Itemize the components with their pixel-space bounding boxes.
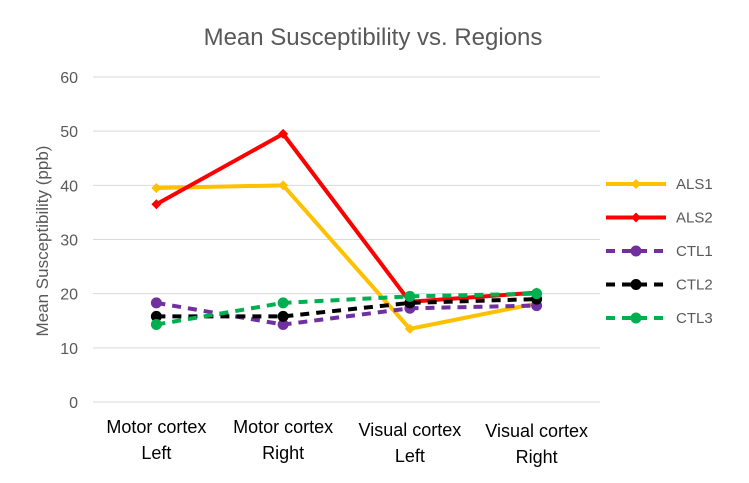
series-ctl3	[150, 288, 543, 331]
x-category-label: Visual cortex	[485, 421, 588, 441]
gridlines	[93, 76, 600, 403]
legend-marker	[630, 245, 642, 257]
legend-label: ALS2	[676, 210, 713, 227]
legend: ALS1 ALS2 CTL1 CTL2 CTL3	[606, 176, 713, 327]
data-point	[278, 128, 289, 139]
data-point	[151, 199, 162, 210]
data-point	[277, 319, 289, 331]
y-tick-label: 50	[60, 124, 78, 141]
chart-title: Mean Susceptibility vs. Regions	[204, 24, 543, 51]
y-tick-label: 60	[60, 70, 78, 87]
legend-marker	[630, 279, 642, 290]
legend-label: ALS1	[676, 176, 713, 193]
x-category-label: Motor cortex	[233, 417, 333, 437]
legend-marker	[630, 312, 642, 324]
y-tick-label: 20	[60, 287, 78, 304]
data-point	[278, 180, 289, 191]
y-axis-label: Mean Susceptibility (ppb)	[33, 146, 52, 337]
x-category-label: Left	[141, 443, 171, 463]
x-category-label: Left	[395, 446, 425, 466]
legend-item-ctl1: CTL1	[606, 243, 713, 260]
legend-label: CTL2	[676, 277, 713, 294]
legend-marker	[631, 179, 641, 189]
data-point	[151, 183, 162, 194]
x-axis-categories: Motor cortex Left Motor cortex Right Visual …	[106, 417, 588, 467]
data-point	[150, 319, 162, 331]
legend-marker	[631, 212, 641, 223]
legend-item-als1: ALS1	[606, 176, 713, 193]
series-line	[154, 183, 539, 331]
x-category-label: Right	[516, 447, 558, 467]
x-category-label: Right	[262, 443, 304, 463]
legend-item-als2: ALS2	[606, 210, 713, 227]
legend-label: CTL1	[676, 243, 713, 260]
y-tick-label: 10	[60, 341, 78, 358]
series-als2	[151, 128, 542, 307]
series-line	[154, 131, 539, 304]
data-point	[404, 290, 416, 302]
data-point	[150, 297, 162, 309]
data-point	[277, 310, 289, 322]
data-point	[150, 310, 162, 322]
data-point	[531, 288, 543, 300]
y-tick-label: 0	[69, 395, 78, 412]
data-point	[404, 323, 415, 334]
legend-item-ctl2: CTL2	[606, 277, 713, 294]
series-line	[156, 291, 537, 327]
y-tick-label: 30	[60, 233, 78, 250]
x-category-label: Motor cortex	[106, 417, 206, 437]
series-lines	[150, 128, 543, 334]
legend-item-ctl3: CTL3	[606, 310, 713, 327]
y-axis-ticks: 0 10 20 30 40 50 60	[60, 70, 78, 412]
x-category-label: Visual cortex	[359, 420, 462, 440]
legend-label: CTL3	[676, 310, 713, 327]
data-point	[277, 297, 289, 309]
y-tick-label: 40	[60, 178, 78, 195]
